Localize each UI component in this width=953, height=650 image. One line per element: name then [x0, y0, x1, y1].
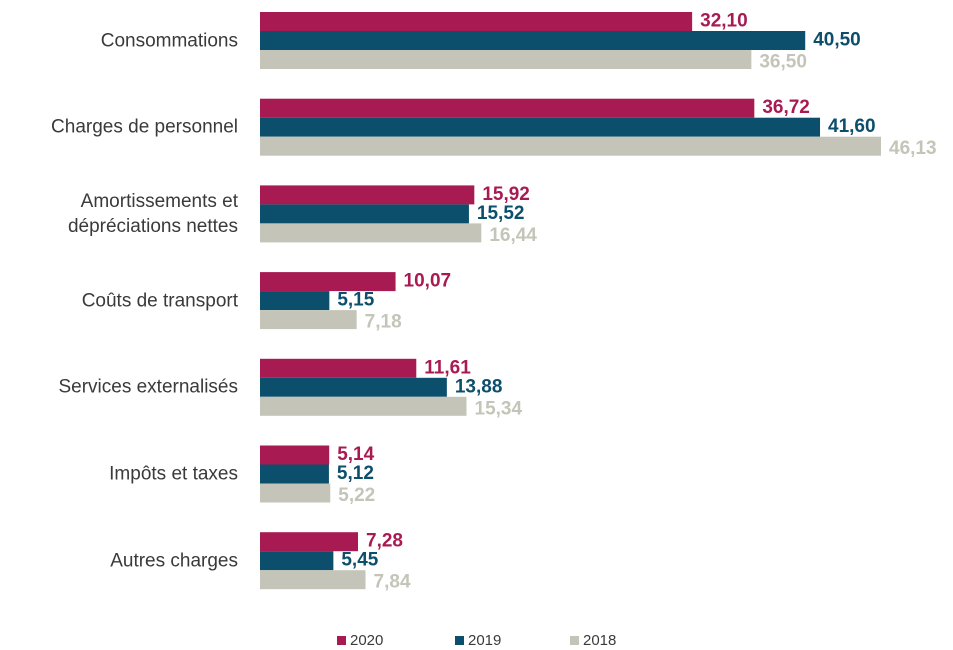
- category-label: Amortissements et dépréciations nettes: [67, 190, 238, 237]
- value-label: 36,50: [759, 52, 807, 73]
- bar: [260, 464, 329, 484]
- value-label: 13,88: [455, 376, 503, 397]
- category-label: Autres charges: [110, 550, 238, 572]
- legend-label: 2018: [583, 632, 616, 649]
- legend-label: 2020: [350, 632, 383, 649]
- value-label: 15,34: [475, 398, 523, 419]
- value-label: 7,84: [374, 572, 411, 593]
- value-label: 41,60: [828, 116, 876, 137]
- value-label: 16,44: [489, 225, 537, 246]
- value-label: 5,12: [337, 463, 374, 484]
- bar: [260, 377, 447, 397]
- bar: [260, 551, 334, 571]
- legend-label: 2019: [468, 632, 501, 649]
- bar: [260, 31, 806, 50]
- value-label: 10,07: [404, 271, 452, 292]
- legend-swatch: [570, 636, 579, 645]
- bar: [260, 117, 821, 137]
- category-label: Consommations: [100, 30, 238, 51]
- bar: [260, 272, 396, 292]
- value-label: 32,10: [700, 11, 748, 32]
- bar: [260, 291, 330, 311]
- bar: [260, 570, 366, 590]
- bar: [260, 136, 881, 156]
- value-label: 40,50: [813, 30, 861, 51]
- bar: [260, 483, 331, 503]
- value-label: 5,15: [337, 290, 374, 311]
- legend-swatch: [455, 636, 464, 645]
- bar: [260, 396, 467, 416]
- value-label: 5,22: [338, 485, 375, 506]
- bar: [260, 358, 417, 378]
- bar: [260, 12, 693, 31]
- value-label: 36,72: [762, 97, 810, 118]
- value-label: 46,13: [889, 138, 937, 159]
- value-label: 11,61: [424, 357, 471, 378]
- category-label: Coûts de transport: [81, 290, 238, 312]
- category-label: Services externalisés: [58, 376, 238, 398]
- bar: [260, 310, 357, 330]
- value-label: 7,28: [366, 531, 403, 552]
- bar: [260, 445, 330, 465]
- value-label: 15,92: [482, 184, 530, 205]
- bar: [260, 50, 752, 69]
- bar: [260, 223, 482, 243]
- bar: [260, 204, 469, 224]
- category-label: Impôts et taxes: [109, 463, 238, 485]
- legend-swatch: [337, 636, 346, 645]
- value-label: 7,18: [365, 312, 402, 333]
- category-label: Charges de personnel: [51, 116, 238, 138]
- bar: [260, 98, 755, 118]
- value-label: 5,14: [337, 444, 374, 465]
- value-label: 5,45: [341, 550, 378, 571]
- bar: [260, 185, 475, 205]
- bar: [260, 532, 359, 552]
- value-label: 15,52: [477, 203, 525, 224]
